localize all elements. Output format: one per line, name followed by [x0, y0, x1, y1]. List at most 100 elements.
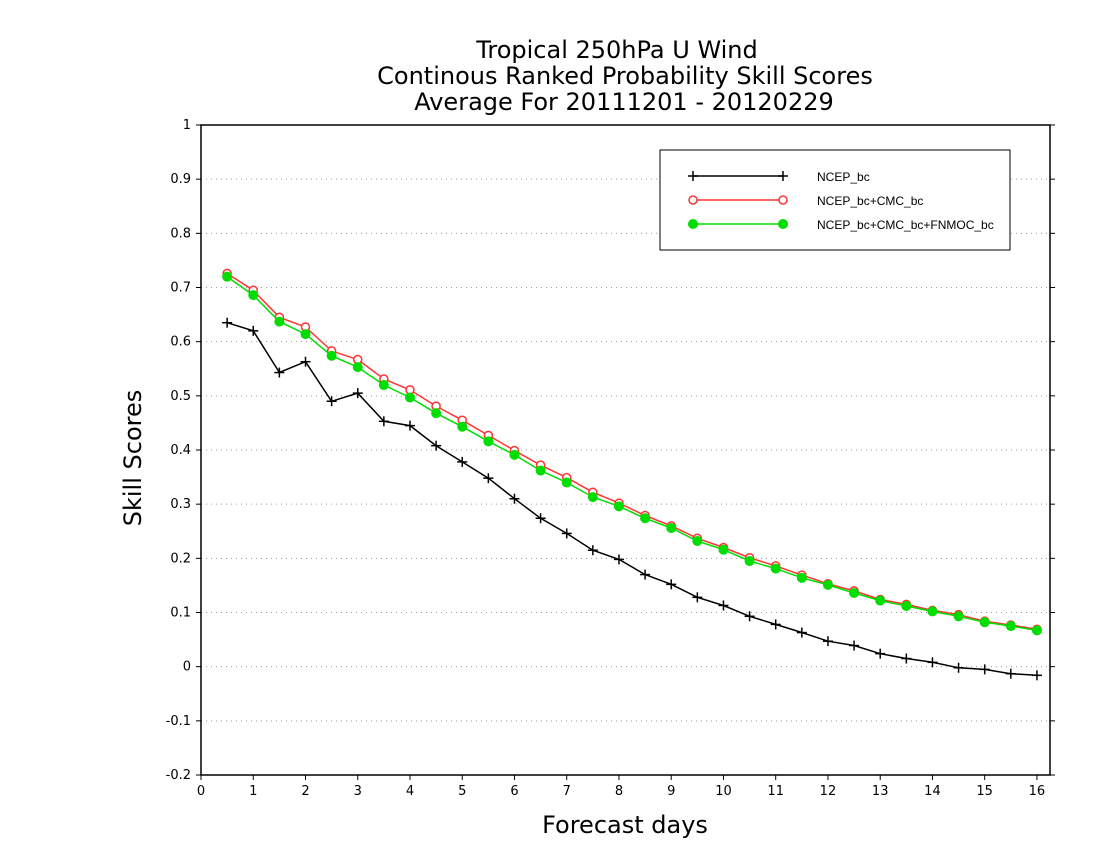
- data-point: [875, 595, 886, 606]
- data-point: [849, 640, 860, 651]
- data-point: [849, 588, 860, 598]
- data-point: [953, 611, 964, 622]
- x-tick-label: 13: [872, 784, 889, 799]
- x-tick-label: 1: [249, 784, 257, 799]
- series-ncep-bc-cmc-bc: [222, 268, 1042, 635]
- data-point: [378, 416, 389, 427]
- data-point: [901, 601, 912, 611]
- y-tick-label: -0.1: [166, 714, 191, 729]
- data-point: [979, 617, 990, 628]
- data-point: [688, 195, 698, 205]
- data-point: [1005, 668, 1016, 679]
- data-point: [274, 367, 285, 378]
- data-point: [561, 528, 572, 539]
- y-tick-label: 0.9: [170, 172, 191, 187]
- series-ncep-bc-cmc-bc-fnmoc-bc: [222, 271, 1042, 636]
- series-line: [226, 276, 1038, 632]
- data-point: [744, 556, 755, 567]
- y-tick-label: 0.3: [170, 497, 191, 512]
- data-point: [718, 544, 729, 555]
- tick-marks: -0.2-0.100.10.20.30.40.50.60.70.80.910 1 2…: [166, 118, 1055, 799]
- legend: NCEP_bc NCEP_bc+CMC_bc NCEP_bc+CMC_bc+FNMO…: [659, 149, 1011, 251]
- data-point: [483, 436, 494, 447]
- x-tick-label: 6: [510, 784, 518, 799]
- x-tick-label: 4: [406, 784, 414, 799]
- data-point: [1005, 621, 1016, 632]
- y-tick-label: 0.1: [170, 606, 191, 621]
- data-point: [778, 195, 788, 205]
- data-point: [326, 396, 337, 407]
- legend-label: NCEP_bc+CMC_bc: [817, 194, 923, 208]
- x-tick-label: 2: [301, 784, 309, 799]
- y-tick-label: 0: [183, 660, 191, 675]
- data-point: [770, 563, 781, 574]
- data-point: [300, 329, 311, 340]
- data-point: [535, 465, 546, 476]
- x-tick-label: 14: [924, 784, 941, 799]
- x-tick-label: 3: [354, 784, 362, 799]
- y-tick-label: 0.4: [170, 443, 191, 458]
- data-point: [457, 456, 468, 467]
- series-line: [226, 321, 1037, 677]
- legend-entry: NCEP_bc: [688, 170, 870, 184]
- chart-title-line-2: Continous Ranked Probability Skill Score…: [377, 62, 873, 90]
- data-point: [822, 579, 833, 590]
- data-point: [326, 350, 337, 361]
- legend-label: NCEP_bc+CMC_bc+FNMOC_bc: [817, 218, 994, 232]
- data-point: [404, 420, 415, 431]
- data-point: [718, 600, 729, 611]
- data-point: [979, 664, 990, 675]
- series-layer: [222, 268, 1042, 681]
- grid-lines: [201, 178, 1050, 722]
- y-tick-label: 0.8: [170, 226, 191, 241]
- data-point: [509, 493, 520, 504]
- x-tick-label: 7: [563, 784, 571, 799]
- data-point: [483, 473, 494, 484]
- data-point: [744, 611, 755, 622]
- y-tick-label: 0.2: [170, 551, 191, 566]
- x-tick-label: 0: [197, 784, 205, 799]
- legend-entry: NCEP_bc+CMC_bc+FNMOC_bc: [688, 218, 994, 232]
- data-point: [248, 290, 259, 301]
- x-tick-label: 5: [458, 784, 466, 799]
- x-tick-label: 12: [820, 784, 837, 799]
- data-point: [587, 492, 598, 503]
- data-point: [901, 653, 912, 664]
- x-tick-label: 9: [667, 784, 675, 799]
- x-tick-label: 8: [615, 784, 623, 799]
- data-point: [822, 636, 833, 647]
- data-point: [778, 219, 788, 229]
- data-point: [431, 440, 442, 451]
- data-point: [509, 449, 520, 460]
- x-tick-label: 10: [715, 784, 732, 799]
- data-point: [561, 477, 572, 488]
- x-tick-label: 11: [767, 784, 784, 799]
- data-point: [352, 362, 363, 373]
- series-ncep-bc: [222, 317, 1042, 681]
- data-point: [587, 545, 598, 556]
- data-point: [770, 619, 781, 630]
- legend-entry: NCEP_bc+CMC_bc: [688, 194, 923, 208]
- data-point: [692, 592, 703, 603]
- data-point: [352, 388, 363, 399]
- data-point: [666, 579, 677, 590]
- data-point: [457, 421, 468, 432]
- data-point: [431, 408, 442, 419]
- data-point: [248, 325, 259, 336]
- data-point: [613, 554, 624, 565]
- data-point: [274, 316, 285, 327]
- data-point: [640, 569, 651, 580]
- data-point: [222, 271, 233, 282]
- data-point: [404, 392, 415, 403]
- x-tick-label: 15: [976, 784, 993, 799]
- series-line: [226, 272, 1038, 631]
- data-point: [640, 513, 651, 524]
- legend-label: NCEP_bc: [817, 170, 870, 184]
- x-tick-label: 16: [1029, 784, 1046, 799]
- data-point: [378, 380, 389, 390]
- y-tick-label: -0.2: [166, 768, 191, 783]
- data-point: [688, 219, 698, 229]
- data-point: [875, 648, 886, 659]
- data-point: [796, 572, 807, 583]
- data-point: [666, 523, 677, 533]
